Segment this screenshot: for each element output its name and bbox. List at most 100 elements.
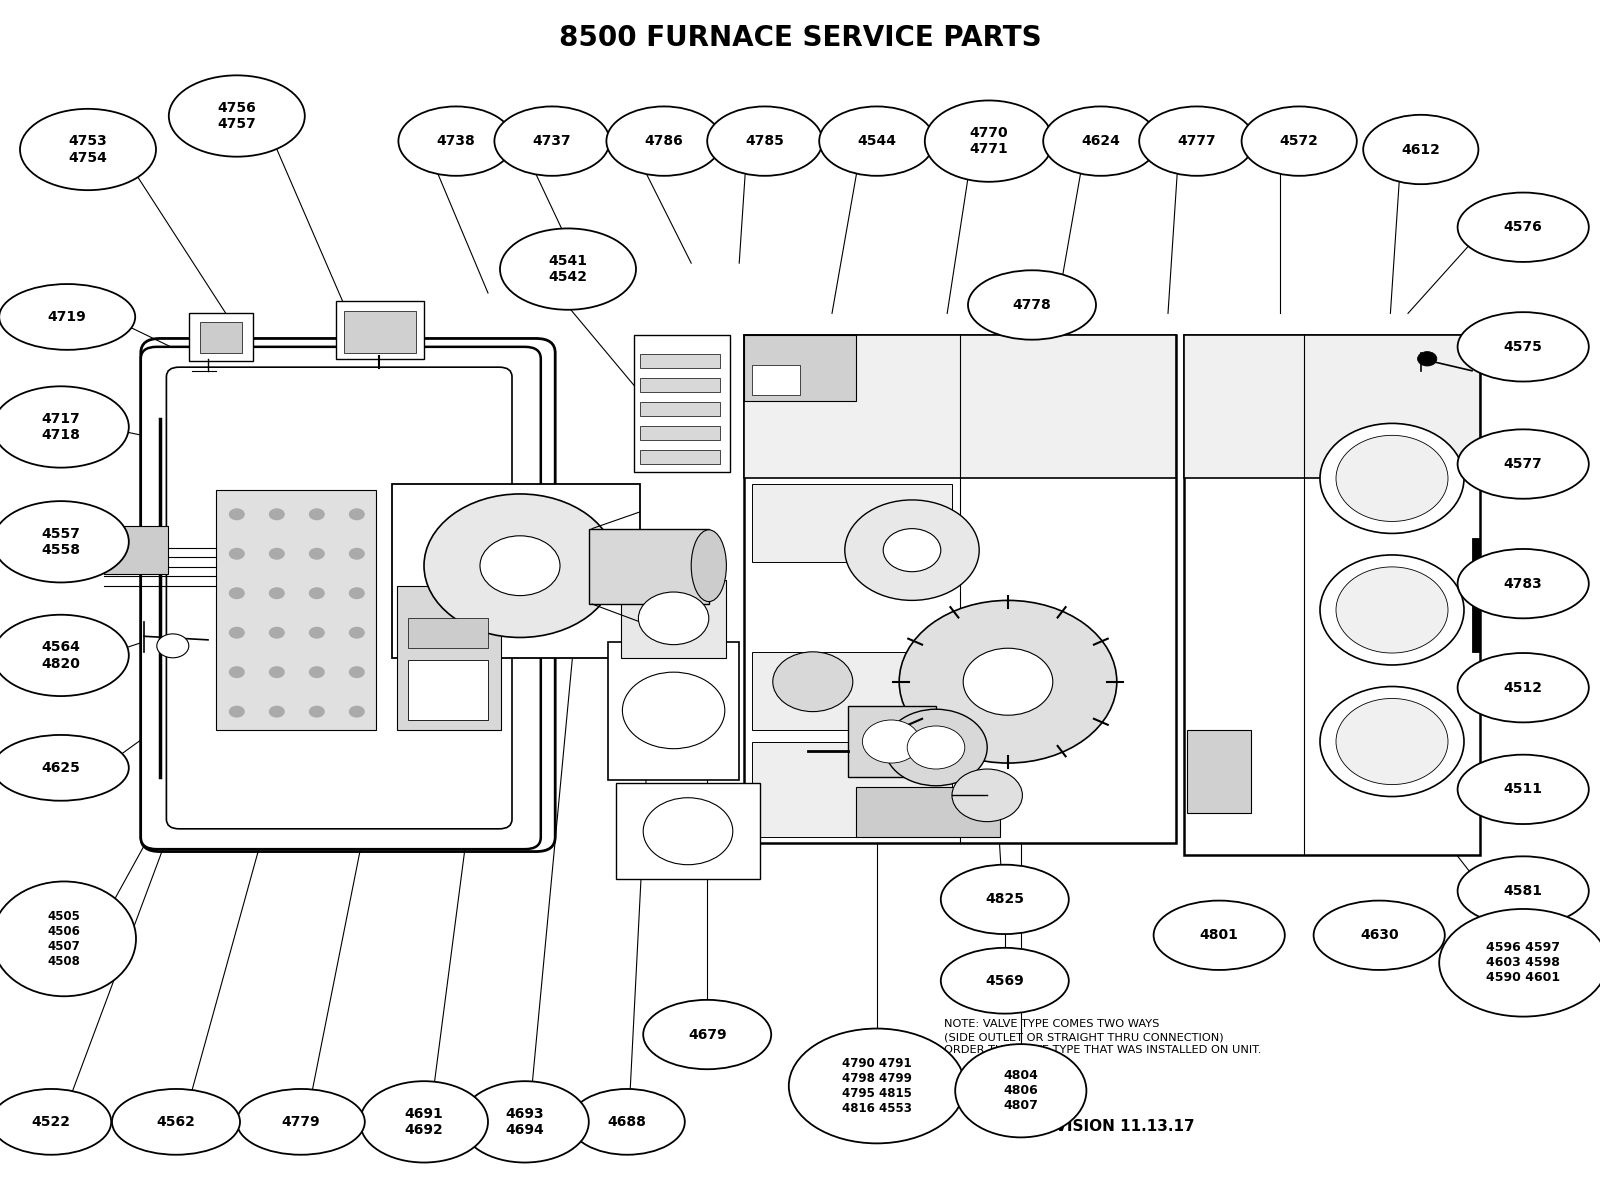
Circle shape <box>157 634 189 658</box>
Ellipse shape <box>0 1088 112 1155</box>
Bar <box>1187 730 1251 813</box>
Bar <box>634 335 730 472</box>
Circle shape <box>229 627 245 639</box>
Text: 4576: 4576 <box>1504 220 1542 234</box>
Circle shape <box>349 666 365 678</box>
Bar <box>344 311 416 353</box>
Ellipse shape <box>19 109 157 190</box>
Circle shape <box>963 648 1053 715</box>
Circle shape <box>309 666 325 678</box>
Ellipse shape <box>606 106 722 176</box>
Ellipse shape <box>1458 549 1589 618</box>
Text: 4577: 4577 <box>1504 457 1542 471</box>
Text: 4738: 4738 <box>437 134 475 148</box>
Ellipse shape <box>1458 856 1589 926</box>
Text: 4569: 4569 <box>986 974 1024 988</box>
Bar <box>408 660 488 720</box>
Text: 4785: 4785 <box>746 134 784 148</box>
Ellipse shape <box>1154 901 1285 970</box>
Bar <box>752 652 952 730</box>
Text: NOTE: VALVE TYPE COMES TWO WAYS
(SIDE OUTLET OR STRAIGHT THRU CONNECTION)
ORDER : NOTE: VALVE TYPE COMES TWO WAYS (SIDE OU… <box>944 1019 1261 1055</box>
Ellipse shape <box>461 1081 589 1163</box>
Circle shape <box>885 709 987 786</box>
Ellipse shape <box>941 865 1069 934</box>
Circle shape <box>638 592 709 645</box>
Text: 4624: 4624 <box>1082 134 1120 148</box>
Text: 4512: 4512 <box>1504 681 1542 695</box>
Text: 4786: 4786 <box>645 134 683 148</box>
Text: 4770
4771: 4770 4771 <box>970 126 1008 157</box>
Text: 4777: 4777 <box>1178 134 1216 148</box>
Bar <box>640 402 720 416</box>
Text: 4717
4718: 4717 4718 <box>42 411 80 443</box>
Circle shape <box>883 529 941 572</box>
Text: 4564
4820: 4564 4820 <box>42 640 80 671</box>
Ellipse shape <box>1320 555 1464 665</box>
Ellipse shape <box>691 530 726 602</box>
Circle shape <box>229 587 245 599</box>
Circle shape <box>309 627 325 639</box>
Ellipse shape <box>570 1088 685 1155</box>
Circle shape <box>309 548 325 560</box>
Ellipse shape <box>925 100 1053 182</box>
Circle shape <box>269 706 285 718</box>
Ellipse shape <box>819 106 934 176</box>
Circle shape <box>349 548 365 560</box>
Text: 4783: 4783 <box>1504 576 1542 591</box>
Circle shape <box>424 494 616 637</box>
Bar <box>336 301 424 359</box>
Text: 4756
4757: 4756 4757 <box>218 100 256 132</box>
Circle shape <box>480 536 560 596</box>
Bar <box>752 742 952 837</box>
Bar <box>640 450 720 464</box>
Ellipse shape <box>1336 567 1448 653</box>
Circle shape <box>952 769 1022 822</box>
Ellipse shape <box>112 1088 240 1155</box>
Bar <box>1472 538 1480 652</box>
Text: 4779: 4779 <box>282 1115 320 1129</box>
Bar <box>189 313 253 361</box>
Text: 4804
4806
4807: 4804 4806 4807 <box>1003 1069 1038 1112</box>
Text: 4522: 4522 <box>32 1115 70 1129</box>
Bar <box>392 484 640 658</box>
Ellipse shape <box>1336 435 1448 521</box>
Bar <box>408 618 488 648</box>
Ellipse shape <box>0 881 136 996</box>
Text: 4541
4542: 4541 4542 <box>549 254 587 285</box>
Text: 4825: 4825 <box>986 892 1024 907</box>
Bar <box>397 586 501 730</box>
Bar <box>744 335 1176 478</box>
Circle shape <box>269 508 285 520</box>
Circle shape <box>643 798 733 865</box>
Ellipse shape <box>170 75 304 157</box>
Bar <box>608 642 739 780</box>
Ellipse shape <box>707 106 822 176</box>
Bar <box>640 378 720 392</box>
Ellipse shape <box>1320 423 1464 533</box>
Circle shape <box>907 726 965 769</box>
Circle shape <box>229 706 245 718</box>
Text: 4572: 4572 <box>1280 134 1318 148</box>
Circle shape <box>349 706 365 718</box>
Text: 4719: 4719 <box>48 310 86 324</box>
Ellipse shape <box>494 106 610 176</box>
Ellipse shape <box>0 285 134 350</box>
Ellipse shape <box>1438 909 1600 1017</box>
Bar <box>589 529 709 604</box>
Ellipse shape <box>0 501 128 582</box>
Bar <box>752 365 800 395</box>
Ellipse shape <box>955 1044 1086 1137</box>
Circle shape <box>269 587 285 599</box>
Circle shape <box>269 666 285 678</box>
Ellipse shape <box>1139 106 1254 176</box>
Ellipse shape <box>0 734 128 801</box>
Ellipse shape <box>968 270 1096 340</box>
Ellipse shape <box>1320 687 1464 797</box>
Bar <box>1184 335 1480 478</box>
Ellipse shape <box>1242 106 1357 176</box>
Text: 4693
4694: 4693 4694 <box>506 1106 544 1137</box>
Bar <box>216 490 376 730</box>
Text: 8500 FURNACE SERVICE PARTS: 8500 FURNACE SERVICE PARTS <box>558 24 1042 53</box>
Circle shape <box>773 652 853 712</box>
Ellipse shape <box>1314 901 1445 970</box>
